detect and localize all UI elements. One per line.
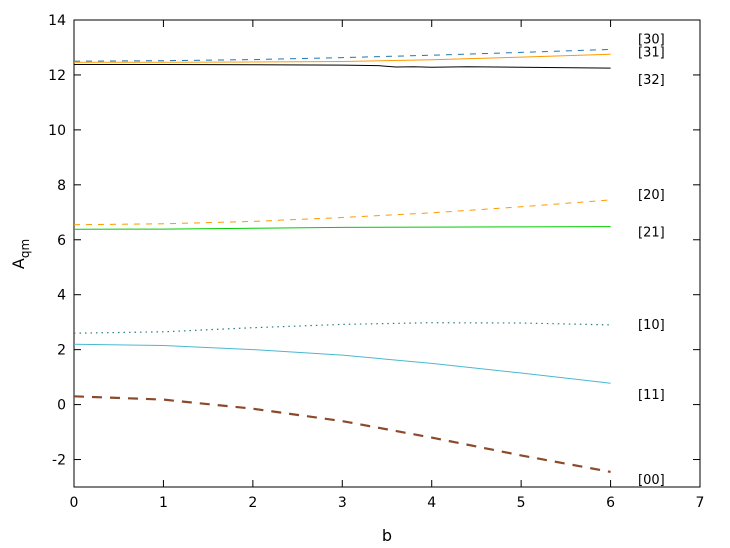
series-lines (73, 48, 611, 473)
series-line-8 (73, 395, 611, 473)
y-tick-label: -2 (52, 453, 66, 469)
y-axis-title-main: A (9, 258, 28, 269)
x-tick-label: 2 (248, 495, 257, 511)
y-tick-label: 8 (57, 178, 66, 194)
x-tick-label: 3 (338, 495, 347, 511)
y-tick-label: 10 (48, 123, 66, 139)
x-tick-label: 6 (606, 495, 615, 511)
series-label: [00] (638, 473, 665, 488)
plot-frame (73, 19, 701, 488)
series-label: [20] (638, 188, 665, 203)
series-label: [10] (638, 318, 665, 333)
y-axis-title-subscript: qm (18, 239, 32, 258)
series-label: [21] (638, 226, 665, 241)
x-tick-label: 0 (70, 495, 79, 511)
series-label: [11] (638, 388, 665, 403)
y-tick-label: 0 (57, 398, 66, 414)
series-line-2 (74, 53, 611, 63)
x-axis-title: b (382, 526, 392, 545)
x-tick-label: 7 (696, 495, 705, 511)
series-labels: [30][31] [32] [20] [21] [10] [11] [00] (638, 32, 665, 487)
series-line-1 (73, 48, 611, 62)
series-line-4 (73, 199, 611, 226)
series-line-7 (73, 343, 611, 384)
series-line-6 (73, 322, 611, 334)
y-tick-label: 4 (57, 288, 66, 304)
y-tick-label: 14 (48, 13, 66, 29)
series-label: [31] (638, 45, 665, 60)
x-tick-label: 5 (517, 495, 526, 511)
x-tick-label: 4 (427, 495, 436, 511)
y-tick-label: 6 (57, 233, 66, 249)
series-line-3 (74, 64, 611, 69)
series-label: [30] (638, 32, 665, 47)
x-tick-label: 1 (159, 495, 168, 511)
series-line-5 (73, 226, 611, 230)
y-tick-label: 2 (57, 343, 66, 359)
series-label: [32] (638, 73, 665, 88)
y-tick-label: 12 (48, 68, 66, 84)
y-axis-title: Aqm (9, 239, 32, 269)
